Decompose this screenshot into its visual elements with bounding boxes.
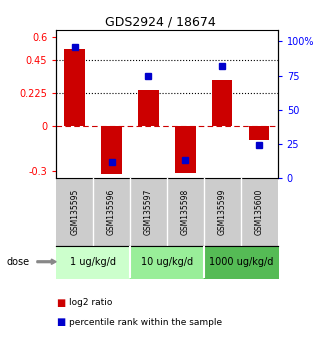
Bar [175, 126, 195, 173]
Bar [65, 49, 85, 126]
Text: GSM135595: GSM135595 [70, 189, 79, 235]
Text: GSM135596: GSM135596 [107, 189, 116, 235]
Text: GSM135599: GSM135599 [218, 189, 227, 235]
Bar [101, 126, 122, 174]
Text: GSM135600: GSM135600 [255, 189, 264, 235]
Text: GSM135597: GSM135597 [144, 189, 153, 235]
Bar [212, 80, 232, 126]
Text: ■: ■ [56, 317, 65, 327]
Bar [138, 90, 159, 126]
Text: dose: dose [6, 257, 30, 267]
Bar [249, 126, 269, 141]
Text: 10 ug/kg/d: 10 ug/kg/d [141, 257, 193, 267]
Text: ■: ■ [56, 298, 65, 308]
Text: GDS2924 / 18674: GDS2924 / 18674 [105, 16, 216, 29]
Text: 1 ug/kg/d: 1 ug/kg/d [70, 257, 116, 267]
Text: log2 ratio: log2 ratio [69, 298, 112, 307]
Text: GSM135598: GSM135598 [181, 189, 190, 235]
Text: 1000 ug/kg/d: 1000 ug/kg/d [209, 257, 273, 267]
Text: percentile rank within the sample: percentile rank within the sample [69, 318, 222, 327]
